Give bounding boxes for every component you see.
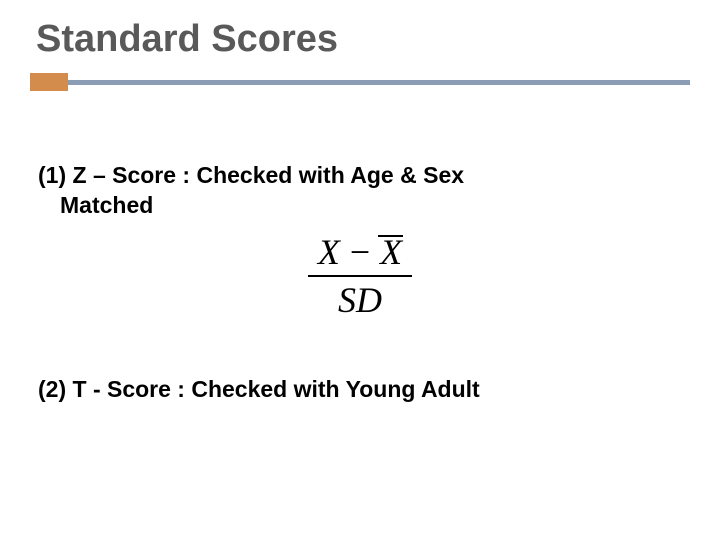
- item-2-prefix: (2): [38, 376, 73, 402]
- item-1-line2: Matched: [38, 191, 682, 221]
- item-1-prefix: (1): [38, 162, 73, 188]
- formula-denominator: SD: [308, 277, 412, 321]
- formula-numerator: X − X: [308, 231, 412, 277]
- formula-var-xbar: X: [380, 231, 402, 273]
- title-divider: [30, 73, 690, 91]
- formula-var-xbar-x: X: [380, 232, 402, 272]
- formula-fraction: X − X SD: [308, 231, 412, 321]
- item-2: (2) T - Score : Checked with Young Adult: [38, 376, 682, 403]
- item-1-label: Z – Score : Checked with Age & Sex: [73, 162, 465, 188]
- formula-minus: −: [350, 231, 370, 273]
- xbar-overline: [378, 235, 403, 237]
- slide: Standard Scores (1) Z – Score : Checked …: [0, 0, 720, 540]
- item-2-label: T - Score : Checked with Young Adult: [73, 376, 480, 402]
- content-area: (1) Z – Score : Checked with Age & Sex M…: [30, 161, 690, 403]
- accent-block: [30, 73, 68, 91]
- formula-var-x: X: [318, 231, 340, 273]
- formula: X − X SD: [38, 231, 682, 321]
- divider-line: [68, 80, 690, 85]
- slide-title: Standard Scores: [36, 18, 690, 61]
- item-1: (1) Z – Score : Checked with Age & Sex M…: [38, 161, 682, 221]
